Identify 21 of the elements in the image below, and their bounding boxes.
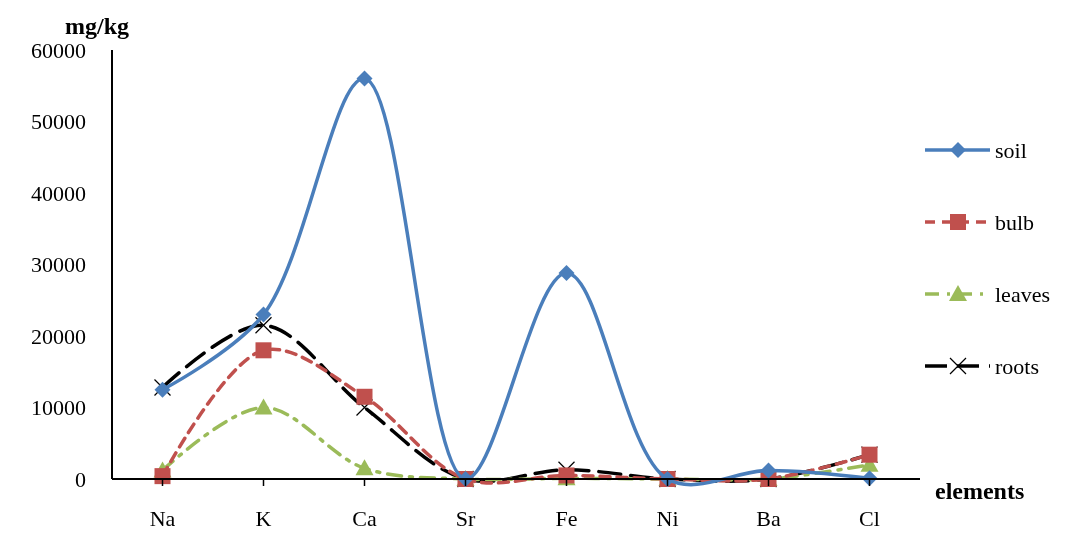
x-tick-label: Cl	[859, 506, 880, 531]
x-tick-label: Ba	[756, 506, 781, 531]
y-tick-label: 0	[75, 466, 86, 492]
legend-label: roots	[995, 353, 1039, 379]
x-axis-title: elements	[935, 478, 1025, 504]
y-tick-label: 60000	[31, 37, 86, 63]
x-tick-label: Na	[149, 506, 176, 531]
y-tick-label: 20000	[31, 323, 86, 349]
y-tick-label: 10000	[31, 395, 86, 421]
y-tick-label: 40000	[31, 180, 86, 206]
x-tick-label: Sr	[455, 506, 476, 531]
legend-label: leaves	[995, 281, 1050, 307]
y-axis-title: mg/kg	[64, 13, 130, 39]
x-tick-label: Fe	[555, 506, 578, 531]
legend-label: soil	[995, 137, 1027, 163]
x-tick-label: Ca	[352, 506, 377, 531]
y-tick-label: 30000	[31, 252, 86, 278]
y-tick-label: 50000	[31, 109, 86, 135]
legend-label: bulb	[995, 209, 1035, 235]
x-tick-label: K	[255, 506, 272, 531]
x-tick-label: Ni	[656, 506, 679, 531]
